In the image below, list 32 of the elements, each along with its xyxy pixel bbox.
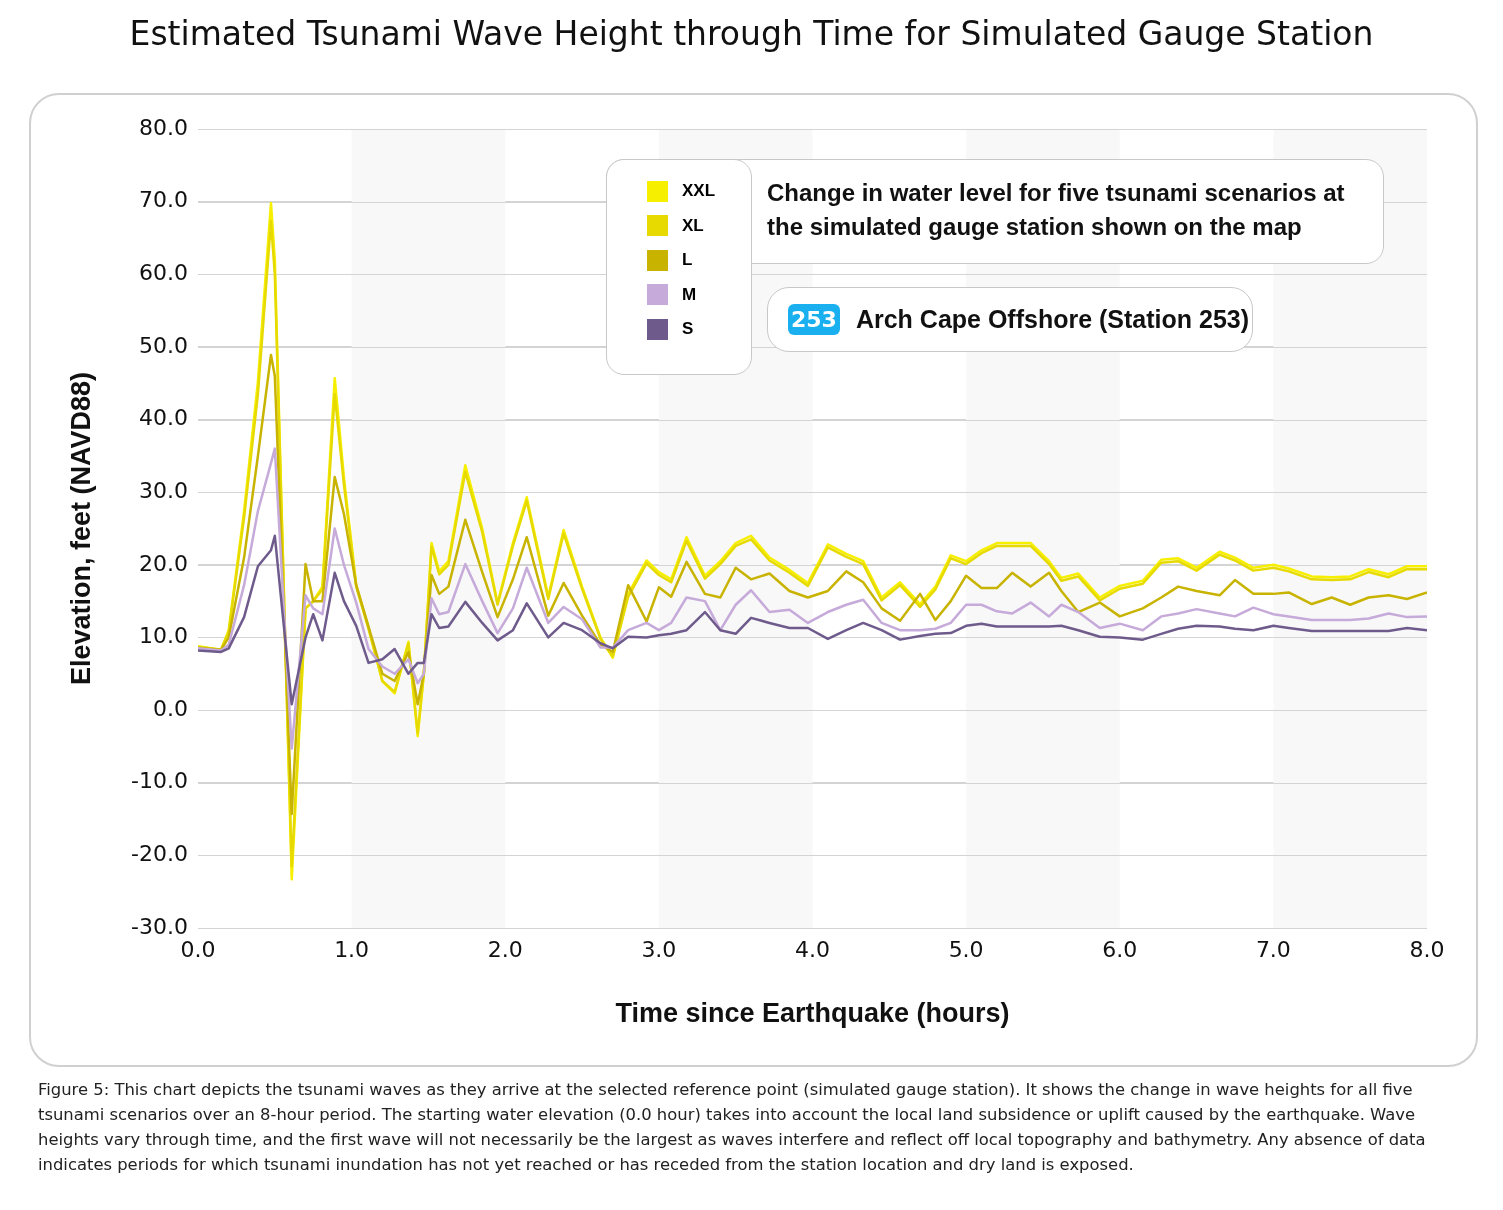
x-tick-label: 0.0 [180, 936, 216, 962]
x-tick-label: 2.0 [487, 936, 523, 962]
y-tick-label: 40.0 [139, 405, 188, 431]
y-tick-label: 60.0 [139, 259, 188, 285]
x-tick-label: 7.0 [1255, 936, 1291, 962]
x-tick-label: 4.0 [795, 936, 830, 962]
x-tick-label: 3.0 [641, 936, 677, 962]
y-tick-label: 80.0 [139, 114, 188, 140]
chart-title: Estimated Tsunami Wave Height through Time for Simulated Gauge Station [128, 14, 1375, 53]
annotation: 253 [788, 304, 840, 335]
legend-label: S [682, 319, 694, 340]
annotation: Arch Cape Offshore (Station 253) [855, 305, 1250, 334]
y-tick-label: -30.0 [131, 913, 188, 939]
x-tick-label: 5.0 [948, 936, 984, 962]
caption: Figure 5: This chart depicts the tsunami waves as they arrive at the selected reference point (simulated gauge station). It shows the change in wave heights for all five tsunami scenarios over an 8-hour period. The starting water elevation (0.0 hour) takes into account the local land subsidence or uplift caused by the earthquake. Wave heights vary through time, and the first wave will not necessarily be the largest as waves interfere and reflect off local topography and bathymetry. Any absence of data indicates periods for which tsunami inundation has not yet reached or has receded from the station location and dry land is exposed. [38, 1079, 1427, 1176]
legend-label: XL [682, 215, 704, 236]
x-tick-label: 8.0 [1409, 936, 1445, 962]
y-tick-label: 20.0 [139, 550, 188, 576]
x-tick-label: 6.0 [1102, 936, 1138, 962]
y-axis-title: Elevation, feet (NAVD88) [65, 371, 96, 686]
y-tick-label: -10.0 [131, 768, 188, 794]
y-tick-label: 0.0 [153, 695, 188, 721]
y-tick-label: 50.0 [139, 332, 188, 358]
y-tick-label: 10.0 [139, 623, 188, 649]
legend-label: M [682, 284, 697, 305]
legend-label: XXL [682, 181, 716, 202]
x-tick-label: 1.0 [334, 936, 370, 962]
y-tick-label: -20.0 [131, 841, 188, 867]
y-tick-label: 30.0 [139, 477, 188, 503]
station-label-box: 253 Arch Cape Offshore (Station 253) [767, 287, 1253, 352]
y-tick-label: 70.0 [139, 187, 188, 213]
x-axis-title: Time since Earthquake (hours) [615, 998, 1010, 1029]
